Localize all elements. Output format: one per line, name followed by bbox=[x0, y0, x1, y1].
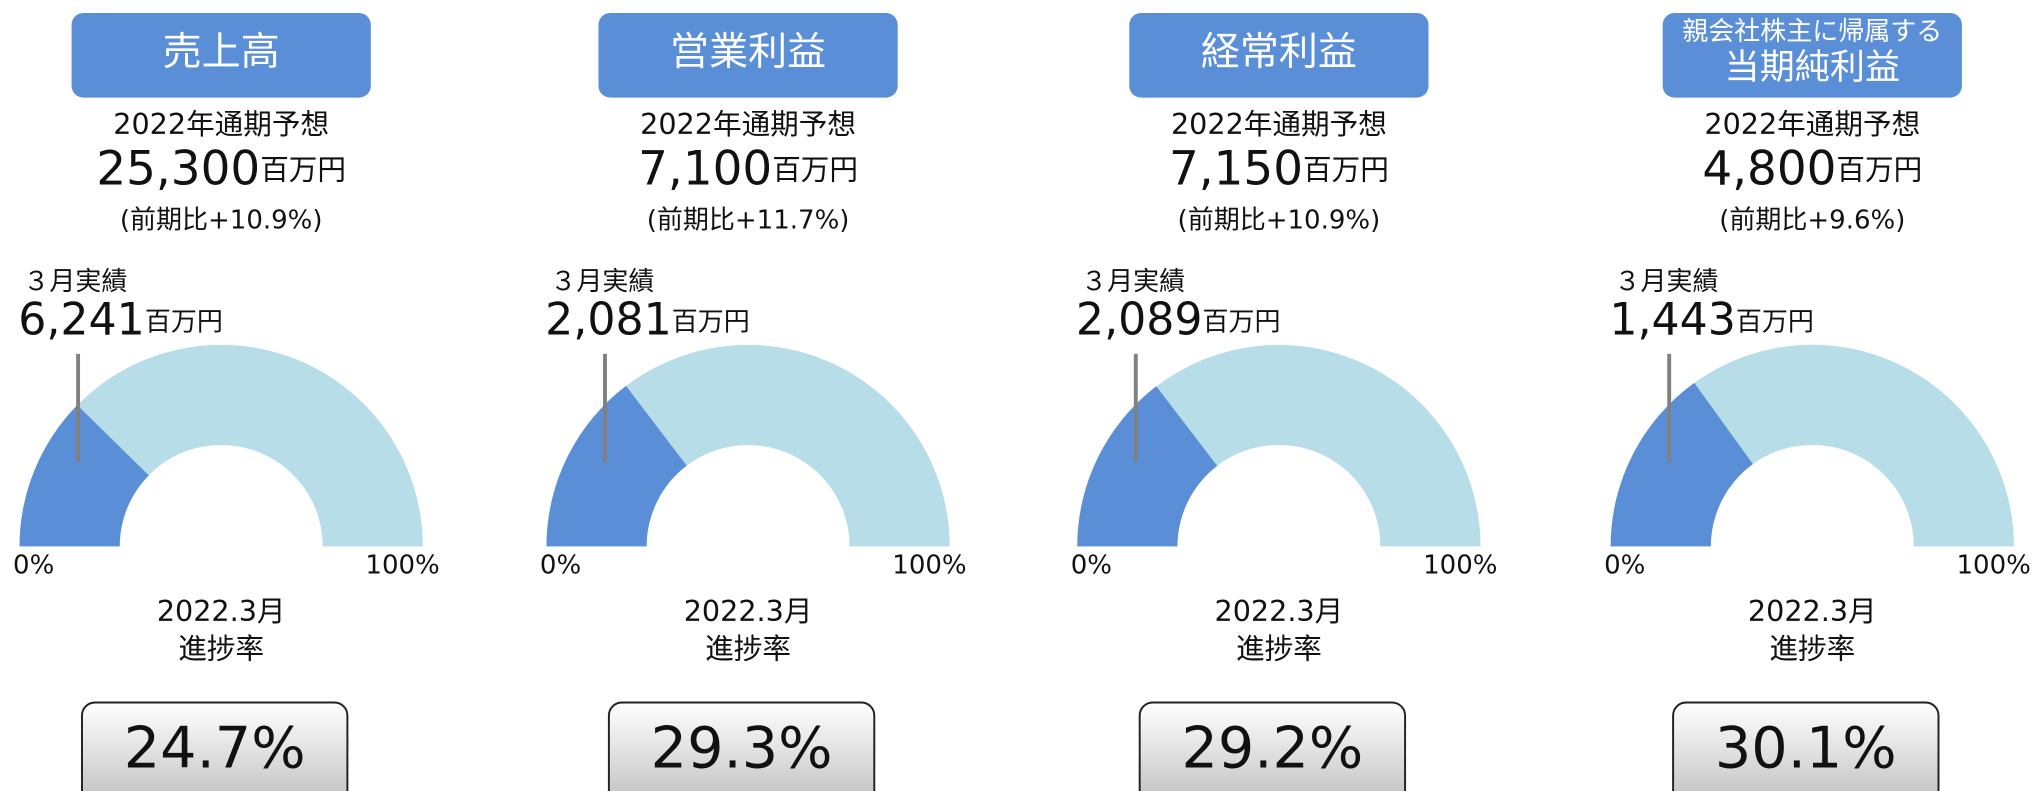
actual-value: 6,241 bbox=[18, 295, 145, 346]
gauge-panel: 売上高2022年通期予想25,300百万円(前期比+10.9%)３月実績6,24… bbox=[13, 13, 440, 791]
period: 2022.3月 bbox=[684, 594, 813, 628]
forecast-value: 7,100 bbox=[638, 142, 772, 196]
tick-label: 100% bbox=[1957, 550, 2031, 580]
actual-unit: 百万円 bbox=[1736, 307, 1814, 337]
value-box bbox=[1138, 701, 1407, 791]
tick-label: 0% bbox=[13, 550, 54, 580]
title-box bbox=[71, 13, 371, 98]
gauge-fill bbox=[19, 405, 149, 547]
actual-label: ３月実績 bbox=[23, 267, 127, 297]
tick-label: 0% bbox=[540, 550, 581, 580]
actual: 2,081百万円 bbox=[545, 295, 750, 346]
change: (前期比+9.6%) bbox=[1719, 206, 1905, 236]
title-box bbox=[598, 13, 898, 98]
value-name: 進捗率 bbox=[178, 631, 264, 665]
title-box bbox=[1662, 13, 1962, 98]
value-name: 進捗率 bbox=[1769, 631, 1855, 665]
actual-unit: 百万円 bbox=[1203, 307, 1281, 337]
gauge-panel: 経常利益2022年通期予想7,150百万円(前期比+10.9%)３月実績2,08… bbox=[1071, 13, 1497, 791]
actual: 6,241百万円 bbox=[18, 295, 223, 346]
gauge-fill bbox=[1610, 382, 1753, 547]
forecast-unit: 百万円 bbox=[1303, 153, 1389, 187]
forecast-unit: 百万円 bbox=[1836, 153, 1922, 187]
tick-label: 0% bbox=[1604, 550, 1645, 580]
gauge-panel: 営業利益2022年通期予想7,100百万円(前期比+11.7%)３月実績2,08… bbox=[540, 13, 967, 791]
title: 親会社株主に帰属する bbox=[1682, 17, 1942, 47]
actual-unit: 百万円 bbox=[672, 307, 750, 337]
actual-value: 1,443 bbox=[1609, 295, 1736, 346]
value-box bbox=[81, 701, 349, 791]
forecast: 7,150百万円 bbox=[1169, 142, 1389, 196]
forecast: 4,800百万円 bbox=[1702, 142, 1922, 196]
forecast: 7,100百万円 bbox=[638, 142, 858, 196]
subtitle: 2022年通期予想 bbox=[640, 107, 856, 141]
tick-label: 100% bbox=[892, 550, 966, 580]
title: 売上高 bbox=[163, 30, 280, 75]
subtitle: 2022年通期予想 bbox=[1704, 107, 1920, 141]
gauge-panel: 親会社株主に帰属する当期純利益2022年通期予想4,800百万円(前期比+9.6… bbox=[1604, 13, 2031, 791]
forecast-value: 25,300 bbox=[96, 142, 260, 196]
title-box bbox=[1129, 13, 1429, 98]
value-name: 進捗率 bbox=[1236, 631, 1322, 665]
change: (前期比+11.7%) bbox=[647, 206, 850, 236]
tick-label: 100% bbox=[1423, 550, 1497, 580]
gauge-fill bbox=[546, 385, 687, 547]
value-label: 24.7% bbox=[124, 716, 306, 782]
change: (前期比+10.9%) bbox=[120, 206, 323, 236]
actual-value: 2,089 bbox=[1076, 295, 1203, 346]
forecast-value: 7,150 bbox=[1169, 142, 1303, 196]
tick-label: 100% bbox=[365, 550, 439, 580]
subtitle: 2022年通期予想 bbox=[1171, 107, 1387, 141]
actual-label: ３月実績 bbox=[550, 267, 654, 297]
title: 当期純利益 bbox=[1725, 47, 1901, 88]
value-label: 30.1% bbox=[1715, 716, 1897, 782]
actual-label: ３月実績 bbox=[1081, 267, 1185, 297]
forecast-unit: 百万円 bbox=[260, 153, 346, 187]
tick-label: 0% bbox=[1071, 550, 1112, 580]
actual-label: ３月実績 bbox=[1615, 267, 1719, 297]
actual: 1,443百万円 bbox=[1609, 295, 1814, 346]
value-name: 進捗率 bbox=[705, 631, 791, 665]
value-box bbox=[607, 701, 876, 791]
forecast-unit: 百万円 bbox=[772, 153, 858, 187]
actual-value: 2,081 bbox=[545, 295, 672, 346]
period: 2022.3月 bbox=[1215, 594, 1344, 628]
value-box bbox=[1672, 701, 1940, 791]
change: (前期比+10.9%) bbox=[1178, 206, 1381, 236]
period: 2022.3月 bbox=[157, 594, 286, 628]
forecast: 25,300百万円 bbox=[96, 142, 346, 196]
subtitle: 2022年通期予想 bbox=[113, 107, 329, 141]
value-label: 29.2% bbox=[1181, 716, 1363, 782]
gauge-fill bbox=[1077, 386, 1218, 547]
actual: 2,089百万円 bbox=[1076, 295, 1281, 346]
value-label: 29.3% bbox=[651, 716, 833, 782]
period: 2022.3月 bbox=[1748, 594, 1877, 628]
title: 営業利益 bbox=[670, 30, 826, 75]
title: 経常利益 bbox=[1201, 30, 1357, 75]
forecast-value: 4,800 bbox=[1702, 142, 1836, 196]
actual-unit: 百万円 bbox=[145, 307, 223, 337]
